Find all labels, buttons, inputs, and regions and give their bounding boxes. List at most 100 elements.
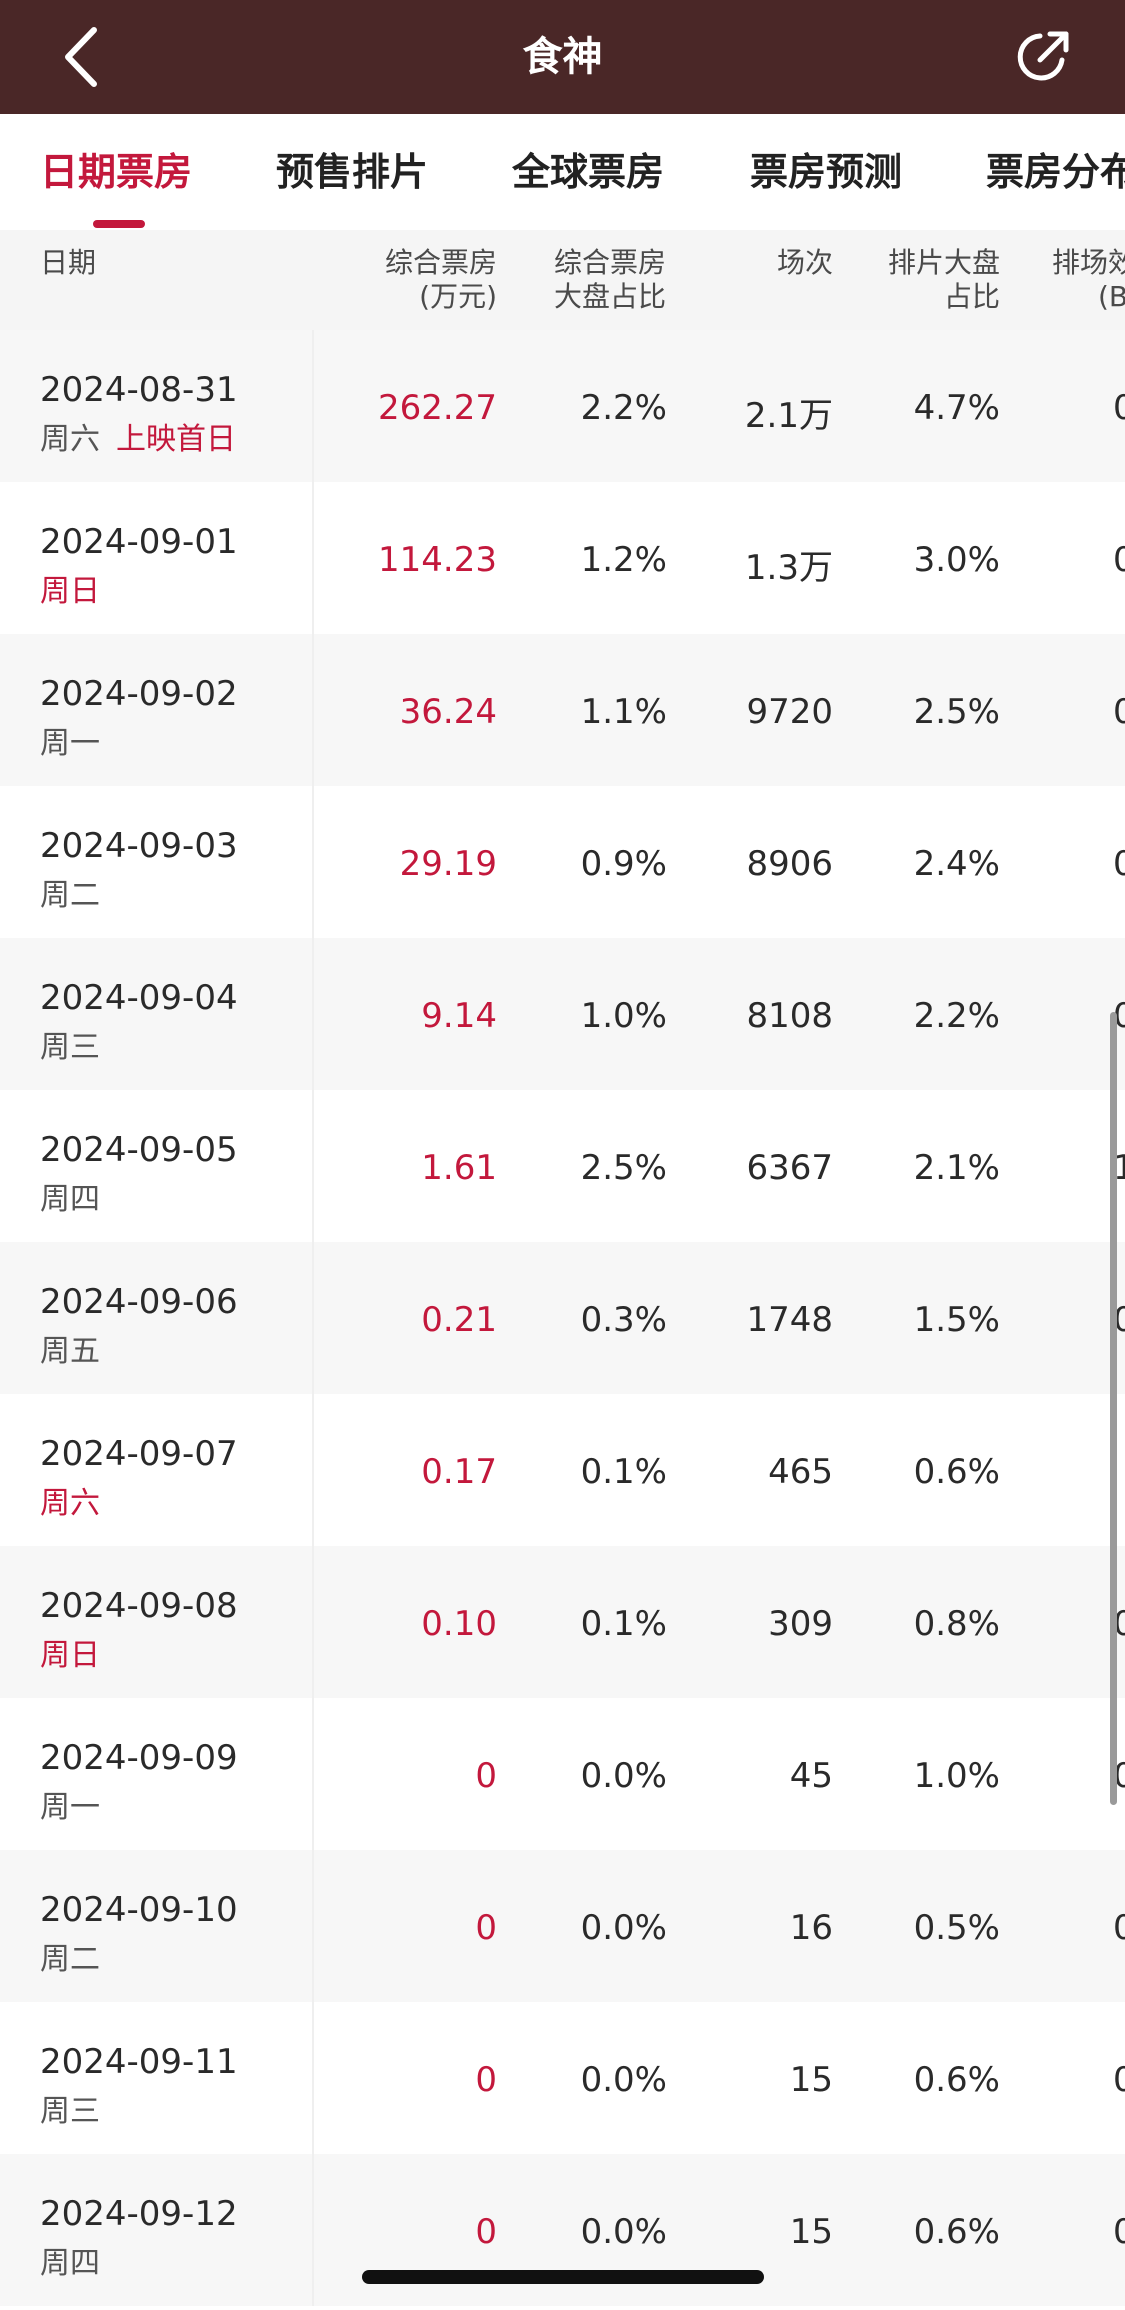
table-row[interactable]: 2024-08-31 周六 上映首日 262.27 2.2% 2.1万 4.7%… <box>0 330 1125 482</box>
row-weekday: 周日 <box>40 574 100 609</box>
table-row[interactable]: 2024-09-11 周三 0 0.0% 15 0.6% 0 <box>0 2002 1125 2154</box>
schedule-share-value: 0.5% <box>913 1908 1000 1948</box>
shows-value: 9720 <box>746 692 833 732</box>
row-date: 2024-09-01 <box>40 522 238 562</box>
box-office-value: 262.27 <box>378 388 497 428</box>
column-header-market-share[interactable]: 综合票房 大盘占比 <box>554 246 666 314</box>
column-header-schedule-share[interactable]: 排片大盘 占比 <box>870 246 1000 314</box>
date-cell: 2024-09-05 周四 <box>0 1090 312 1242</box>
schedule-share-value: 2.5% <box>913 692 1000 732</box>
box-office-value: 0 <box>475 1756 497 1796</box>
schedule-share-value: 1.5% <box>913 1300 1000 1340</box>
column-header-label: 综合票房 <box>384 246 497 279</box>
column-header-shows[interactable]: 场次 <box>720 246 833 280</box>
share-button[interactable] <box>1010 24 1076 90</box>
column-header-unit: (B <box>1098 280 1125 313</box>
screening-effect-value: 0 <box>1113 692 1125 732</box>
market-share-value: 0.0% <box>580 1756 667 1796</box>
box-office-value: 114.23 <box>378 540 497 580</box>
row-date: 2024-09-06 <box>40 1282 238 1322</box>
date-cell: 2024-08-31 周六 上映首日 <box>0 330 312 482</box>
shows-value: 6367 <box>746 1148 833 1188</box>
table-row[interactable]: 2024-09-05 周四 1.61 2.5% 6367 2.1% 1 <box>0 1090 1125 1242</box>
shows-value: 2.1万 <box>744 396 833 436</box>
date-cell: 2024-09-01 周日 <box>0 482 312 634</box>
box-office-value: 0.10 <box>421 1604 497 1644</box>
row-weekday: 周五 <box>40 1334 100 1369</box>
row-date: 2024-09-04 <box>40 978 238 1018</box>
schedule-share-value: 2.2% <box>913 996 1000 1036</box>
shows-value: 45 <box>789 1756 833 1796</box>
schedule-share-value: 3.0% <box>913 540 1000 580</box>
market-share-value: 2.5% <box>580 1148 667 1188</box>
row-date: 2024-09-11 <box>40 2042 238 2082</box>
table-row[interactable]: 2024-09-01 周日 114.23 1.2% 1.3万 3.0% 0 <box>0 482 1125 634</box>
tab-box-office-forecast[interactable]: 票房预测 <box>750 150 903 194</box>
box-office-value: 29.19 <box>399 844 497 884</box>
screening-effect-value: 0 <box>1113 1908 1125 1948</box>
market-share-value: 0.0% <box>580 2212 667 2252</box>
column-divider <box>312 634 314 786</box>
back-button[interactable] <box>50 22 120 92</box>
table-row[interactable]: 2024-09-06 周五 0.21 0.3% 1748 1.5% 0 <box>0 1242 1125 1394</box>
date-cell: 2024-09-11 周三 <box>0 2002 312 2154</box>
box-office-table: 2024-08-31 周六 上映首日 262.27 2.2% 2.1万 4.7%… <box>0 330 1125 2310</box>
table-row[interactable]: 2024-09-03 周二 29.19 0.9% 8906 2.4% 0 <box>0 786 1125 938</box>
table-row[interactable]: 2024-09-02 周一 36.24 1.1% 9720 2.5% 0 <box>0 634 1125 786</box>
column-divider <box>312 330 314 482</box>
column-header-screening-effect[interactable]: 排场效果 (B <box>1052 246 1125 314</box>
row-weekday: 周二 <box>40 878 100 913</box>
date-cell: 2024-09-02 周一 <box>0 634 312 786</box>
row-date: 2024-09-09 <box>40 1738 238 1778</box>
tab-global-box-office[interactable]: 全球票房 <box>512 150 665 194</box>
column-header-label: 日期 <box>40 246 97 279</box>
box-office-value: 1.61 <box>421 1148 497 1188</box>
table-row[interactable]: 2024-09-10 周二 0 0.0% 16 0.5% 0 <box>0 1850 1125 2002</box>
market-share-value: 1.2% <box>580 540 667 580</box>
box-office-value: 36.24 <box>399 692 497 732</box>
shows-value: 15 <box>789 2060 833 2100</box>
column-header-date[interactable]: 日期 <box>40 246 96 280</box>
vertical-scrollbar[interactable] <box>1110 1012 1117 1805</box>
screening-effect-value: 0 <box>1113 2060 1125 2100</box>
date-cell: 2024-09-10 周二 <box>0 1850 312 2002</box>
row-weekday: 周六 <box>40 422 100 457</box>
table-row[interactable]: 2024-09-08 周日 0.10 0.1% 309 0.8% 0 <box>0 1546 1125 1698</box>
row-weekday: 周六 <box>40 1486 100 1521</box>
schedule-share-value: 0.6% <box>913 2212 1000 2252</box>
table-row[interactable]: 2024-09-09 周一 0 0.0% 45 1.0% 0 <box>0 1698 1125 1850</box>
shows-value: 465 <box>768 1452 833 1492</box>
row-weekday: 周一 <box>40 1790 100 1825</box>
row-weekday: 周三 <box>40 2094 100 2129</box>
column-divider <box>312 482 314 634</box>
date-cell: 2024-09-08 周日 <box>0 1546 312 1698</box>
page-title: 食神 <box>522 34 603 80</box>
market-share-value: 2.2% <box>580 388 667 428</box>
schedule-share-value: 2.1% <box>913 1148 1000 1188</box>
screening-effect-value: 0 <box>1113 388 1125 428</box>
column-divider <box>312 2154 314 2306</box>
column-header-label-line2: 大盘占比 <box>554 280 667 313</box>
column-header-label-line2: 占比 <box>943 280 1000 313</box>
column-header-label: 排片大盘 <box>887 246 1000 279</box>
market-share-value: 0.0% <box>580 2060 667 2100</box>
date-cell: 2024-09-09 周一 <box>0 1698 312 1850</box>
home-indicator[interactable] <box>362 2270 764 2284</box>
screening-effect-value: 0 <box>1113 844 1125 884</box>
schedule-share-value: 1.0% <box>913 1756 1000 1796</box>
tab-presale-schedule[interactable]: 预售排片 <box>276 150 429 194</box>
tab-box-office-distribution[interactable]: 票房分布 <box>986 150 1125 194</box>
column-header-unit: (万元) <box>419 280 497 313</box>
box-office-value: 0 <box>475 2060 497 2100</box>
column-header-box-office[interactable]: 综合票房 (万元) <box>360 246 497 314</box>
table-row[interactable]: 2024-09-07 周六 0.17 0.1% 465 0.6% <box>0 1394 1125 1546</box>
column-header-label: 排场效果 <box>1052 246 1125 279</box>
date-cell: 2024-09-07 周六 <box>0 1394 312 1546</box>
table-row[interactable]: 2024-09-04 周三 9.14 1.0% 8108 2.2% 0 <box>0 938 1125 1090</box>
row-weekday: 周日 <box>40 1638 100 1673</box>
tab-daily-box-office[interactable]: 日期票房 <box>40 150 193 194</box>
shows-value: 8906 <box>746 844 833 884</box>
date-cell: 2024-09-06 周五 <box>0 1242 312 1394</box>
box-office-value: 9.14 <box>421 996 497 1036</box>
market-share-value: 1.1% <box>580 692 667 732</box>
